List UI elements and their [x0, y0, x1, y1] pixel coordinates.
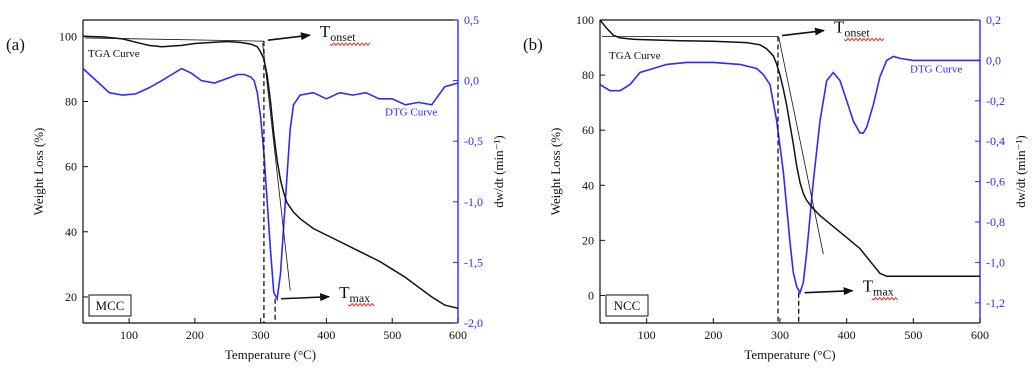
y-right-tick-label: -0,6	[986, 175, 1005, 189]
tmax-arrow	[281, 293, 331, 302]
tmax-label-main: T	[863, 277, 874, 296]
y-right-tick-label: -0,4	[986, 134, 1005, 148]
tmax-label: Tmax	[339, 283, 370, 305]
y-left-tick-label: 100	[576, 13, 594, 27]
onset-spellcheck-underline	[843, 37, 885, 42]
onset-slope-tangent	[262, 42, 291, 291]
chart-panel-b: 100 200 300 400 500 600 0 20 40 60 80 100 0,2 0,0 -0,2…	[523, 13, 1028, 362]
sample-label: MCC	[96, 298, 125, 313]
onset-label: Tonset	[320, 22, 356, 44]
x-axis-title: Temperature (°C)	[225, 347, 316, 362]
y-left-axis-title: Weight Loss (%)	[31, 128, 46, 216]
y-left-axis-title: Weight Loss (%)	[548, 128, 563, 216]
y-right-tick-label: 0,2	[986, 13, 1001, 27]
y-left-tick-label: 80	[65, 94, 77, 108]
y-left-tick-label: 20	[65, 290, 77, 304]
y-left-tick-label: 60	[65, 160, 77, 174]
tga-curve-label: TGA Curve	[88, 48, 140, 60]
onset-baseline-tangent	[84, 37, 264, 42]
onset-slope-tangent	[778, 36, 824, 255]
y-right-tick-label: -2,0	[464, 316, 483, 330]
y-right-tick-label: -1,5	[464, 255, 483, 269]
onset-spellcheck-underline	[329, 42, 371, 47]
onset-label: Tonset	[834, 18, 870, 40]
sample-label-box	[88, 294, 132, 317]
tmax-label-sub: max	[349, 291, 370, 305]
onset-arrow	[267, 32, 311, 41]
y-right-tick-label: -1,0	[986, 255, 1005, 269]
y-left-tick-label: 20	[582, 233, 594, 247]
x-tick-label: 100	[638, 328, 656, 342]
y-right-tick-label: -1,0	[464, 195, 483, 209]
y-left-tick-label: 40	[582, 178, 594, 192]
dtg-curve-label: DTG Curve	[385, 107, 437, 119]
y-left-tick-label: 100	[59, 29, 77, 43]
y-right-tick-label: -1,2	[986, 296, 1005, 310]
x-tick-label: 100	[120, 328, 138, 342]
tmax-spellcheck-underline	[871, 296, 899, 301]
tmax-label-sub: max	[873, 285, 894, 299]
x-tick-label: 200	[704, 328, 722, 342]
y-right-tick-label: 0,5	[464, 13, 479, 27]
y-left-tick-label: 80	[582, 68, 594, 82]
x-axis-title: Temperature (°C)	[744, 347, 835, 362]
panel-label: (b)	[523, 35, 543, 54]
tmax-label-main: T	[339, 283, 350, 302]
y-right-tick-label: -0,2	[986, 94, 1005, 108]
onset-label-main: T	[834, 18, 845, 37]
onset-label-main: T	[320, 22, 331, 41]
panel-label: (a)	[6, 35, 25, 54]
chart-panel-a: 100 200 300 400 500 600 20 40 60 80 100 0,5 0,0 -0,5 -…	[6, 13, 506, 362]
y-left-tick-label: 60	[582, 123, 594, 137]
tga-series-line	[599, 19, 980, 277]
onset-label-sub: onset	[330, 30, 356, 44]
y-left-tick-label: 40	[65, 225, 77, 239]
tga-series-line	[82, 35, 459, 310]
y-right-axis-title: dw/dt (min⁻¹)	[1013, 135, 1028, 208]
x-tick-label: 300	[252, 328, 270, 342]
dtg-series-line	[599, 55, 980, 295]
dtg-curve-label: DTG Curve	[910, 64, 962, 76]
x-tick-label: 400	[317, 328, 335, 342]
x-tick-label: 500	[904, 328, 922, 342]
onset-label-sub: onset	[844, 26, 870, 40]
sample-label-box	[605, 294, 649, 317]
sample-label: NCC	[614, 298, 641, 313]
x-tick-label: 400	[838, 328, 856, 342]
x-tick-label: 500	[383, 328, 401, 342]
y-right-tick-label: 0,0	[464, 74, 479, 88]
y-right-tick-label: 0,0	[986, 53, 1001, 67]
y-right-axis-title: dw/dt (min⁻¹)	[491, 135, 506, 208]
dtg-series-line	[82, 67, 459, 302]
x-tick-label: 300	[771, 328, 789, 342]
y-right-tick-label: -0,8	[986, 215, 1005, 229]
y-left-tick-label: 0	[588, 288, 594, 302]
onset-arrow	[781, 27, 825, 37]
tmax-arrow	[804, 287, 854, 296]
x-tick-label: 200	[186, 328, 204, 342]
tga-curve-label: TGA Curve	[609, 50, 661, 62]
tmax-spellcheck-underline	[347, 302, 375, 307]
tmax-label: Tmax	[863, 277, 894, 299]
x-tick-label: 600	[971, 328, 989, 342]
x-tick-label: 600	[449, 328, 467, 342]
y-right-tick-label: -0,5	[464, 134, 483, 148]
